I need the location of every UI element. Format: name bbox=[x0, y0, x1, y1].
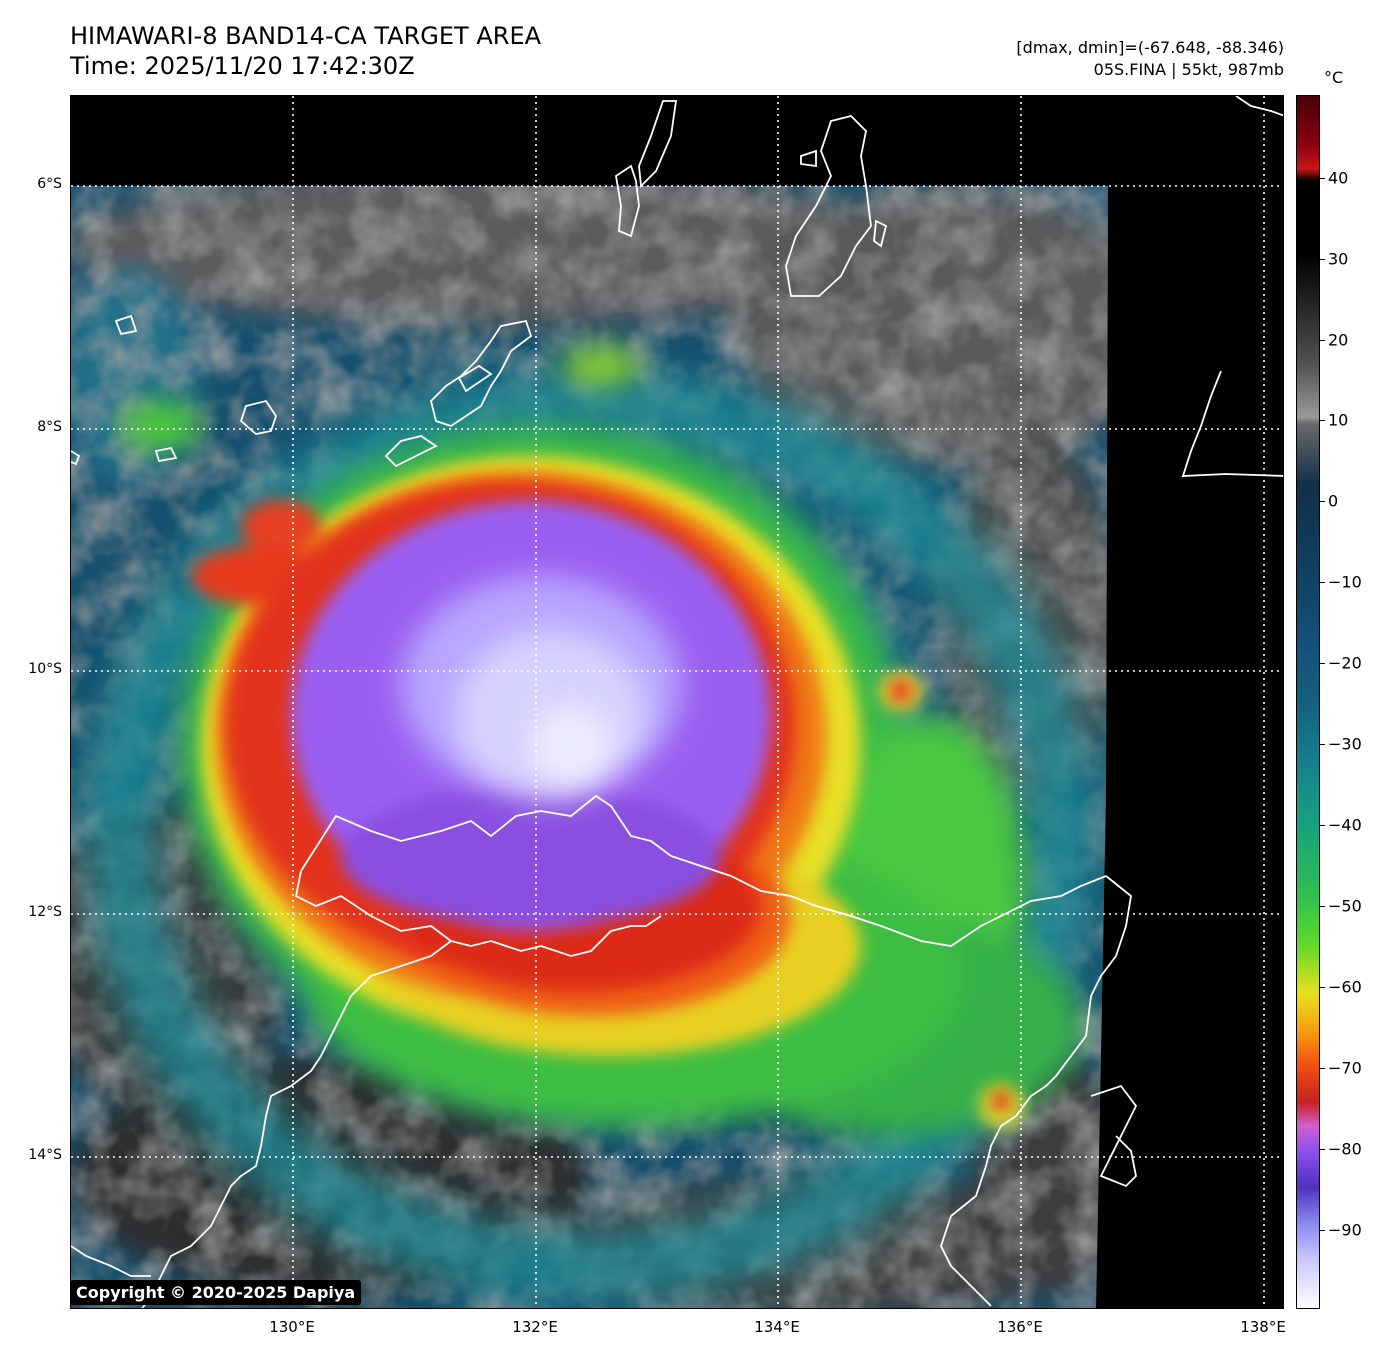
lon-label: 130°E bbox=[269, 1318, 315, 1336]
chart-title-line2: Time: 2025/11/20 17:42:30Z bbox=[70, 52, 415, 80]
lat-label: 14°S bbox=[28, 1147, 62, 1163]
colorbar bbox=[1296, 95, 1320, 1309]
lon-label: 136°E bbox=[997, 1318, 1043, 1336]
colorbar-tick bbox=[1320, 1068, 1325, 1069]
colorbar-tick-label: −10 bbox=[1328, 572, 1362, 592]
lon-label: 138°E bbox=[1240, 1318, 1286, 1336]
colorbar-tick-label: 0 bbox=[1328, 491, 1339, 511]
colorbar-tick-label: −90 bbox=[1328, 1220, 1362, 1240]
lat-label: 6°S bbox=[37, 176, 62, 192]
colorbar-tick-label: 40 bbox=[1328, 168, 1349, 188]
satellite-map bbox=[70, 95, 1284, 1309]
colorbar-tick bbox=[1320, 501, 1325, 502]
storm-readout: 05S.FINA | 55kt, 987mb bbox=[1093, 60, 1284, 79]
colorbar-tick-label: −80 bbox=[1328, 1139, 1362, 1159]
colorbar-tick-label: −40 bbox=[1328, 815, 1362, 835]
colorbar-tick bbox=[1320, 987, 1325, 988]
range-readout: [dmax, dmin]=(-67.648, -88.346) bbox=[1016, 38, 1284, 57]
lat-label: 12°S bbox=[28, 904, 62, 920]
colorbar-tick bbox=[1320, 259, 1325, 260]
colorbar-unit: °C bbox=[1324, 68, 1344, 87]
colorbar-tick-label: 20 bbox=[1328, 330, 1349, 350]
colorbar-tick bbox=[1320, 178, 1325, 179]
colorbar-tick-label: −60 bbox=[1328, 977, 1362, 997]
lon-label: 132°E bbox=[512, 1318, 558, 1336]
colorbar-tick-label: 30 bbox=[1328, 249, 1349, 269]
lat-label: 8°S bbox=[37, 419, 62, 435]
copyright-badge: Copyright © 2020-2025 Dapiya bbox=[70, 1280, 362, 1305]
colorbar-tick-label: −30 bbox=[1328, 734, 1362, 754]
lat-label: 10°S bbox=[28, 661, 62, 677]
colorbar-tick bbox=[1320, 1230, 1325, 1231]
colorbar-tick bbox=[1320, 340, 1325, 341]
map-imagery bbox=[71, 96, 1283, 1308]
colorbar-tick bbox=[1320, 744, 1325, 745]
colorbar-tick-label: −20 bbox=[1328, 653, 1362, 673]
colorbar-tick-label: 10 bbox=[1328, 410, 1349, 430]
colorbar-tick bbox=[1320, 1149, 1325, 1150]
colorbar-tick-label: −50 bbox=[1328, 896, 1362, 916]
lon-label: 134°E bbox=[754, 1318, 800, 1336]
graticule bbox=[71, 96, 1283, 1308]
colorbar-tick bbox=[1320, 906, 1325, 907]
coastlines bbox=[71, 96, 1283, 1308]
colorbar-tick bbox=[1320, 663, 1325, 664]
colorbar-tick bbox=[1320, 582, 1325, 583]
colorbar-tick bbox=[1320, 825, 1325, 826]
colorbar-tick-label: −70 bbox=[1328, 1058, 1362, 1078]
chart-title-line1: HIMAWARI-8 BAND14-CA TARGET AREA bbox=[70, 22, 542, 50]
colorbar-tick bbox=[1320, 420, 1325, 421]
